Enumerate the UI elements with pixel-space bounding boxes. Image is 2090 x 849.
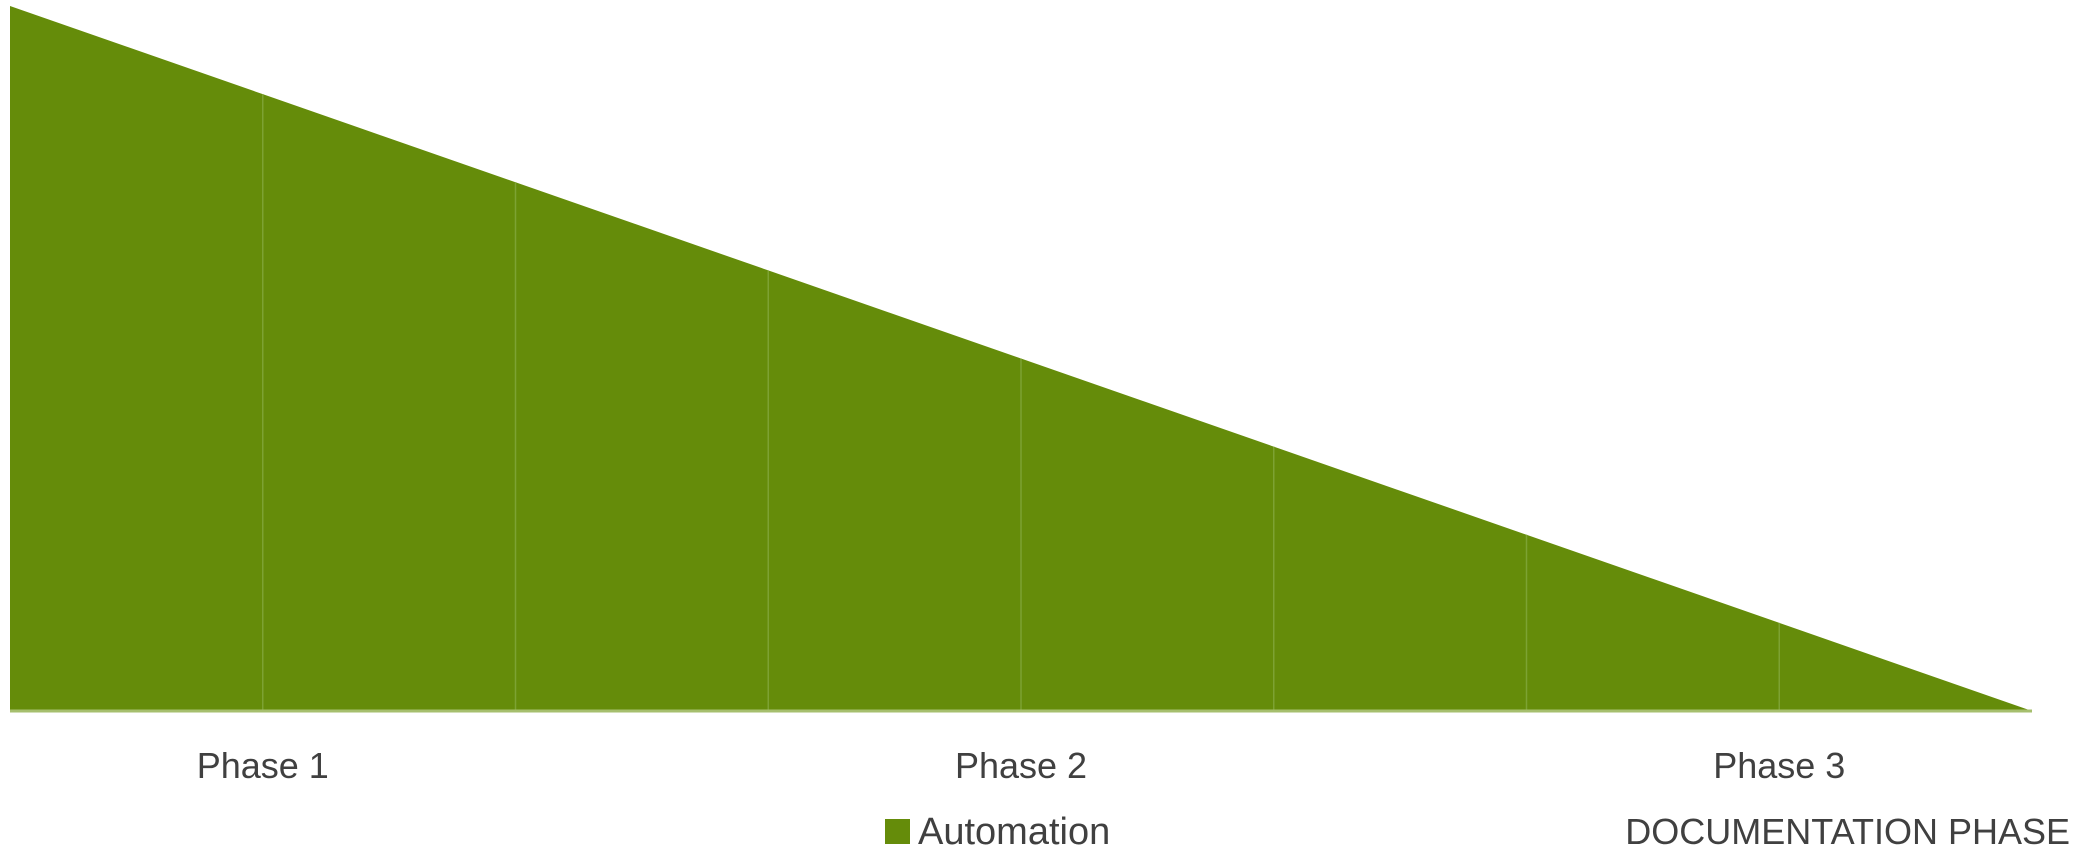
plot-area (10, 6, 2032, 713)
x-tick-label: Phase 2 (955, 745, 1087, 786)
documentation-phase-caption: DOCUMENTATION PHASE (1625, 811, 2070, 849)
x-axis-tick-labels: Phase 1 Phase 2 Phase 3 (197, 745, 1846, 786)
legend: Automation (885, 811, 1110, 849)
legend-swatch-automation (885, 819, 910, 844)
x-tick-label: Phase 3 (1713, 745, 1845, 786)
x-tick-label: Phase 1 (197, 745, 329, 786)
legend-label-automation: Automation (918, 811, 1110, 849)
